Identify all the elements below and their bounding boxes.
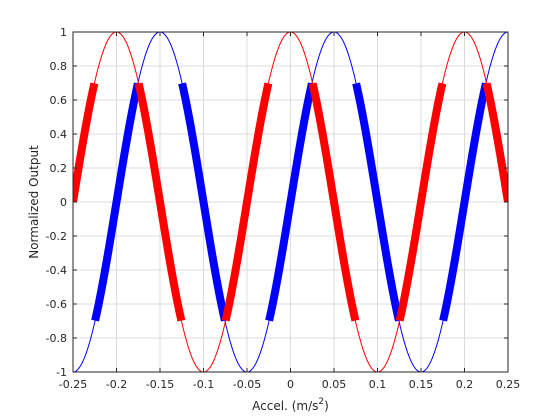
x-axis-label: Accel. (m/s2) <box>252 397 329 413</box>
y-axis-ticks: -1 -0.8 -0.6 -0.4 -0.2 0 0.2 0.4 0.6 0.8 1 <box>46 26 508 379</box>
series-line-thick <box>73 82 99 203</box>
series-line-thick <box>265 82 316 322</box>
x-tick-label: 0.25 <box>496 378 521 391</box>
x-tick-label: 0.2 <box>456 378 474 391</box>
series-line-thick <box>91 82 142 322</box>
x-tick-label: -0.1 <box>193 378 214 391</box>
y-tick-label: -0.2 <box>46 230 67 243</box>
y-tick-label: -1 <box>56 366 67 379</box>
x-tick-label: -0.15 <box>146 378 174 391</box>
x-tick-label: -0.25 <box>59 378 87 391</box>
x-tick-label: 0.05 <box>322 378 347 391</box>
x-tick-label: 0 <box>287 378 294 391</box>
series-line-thick <box>482 82 508 203</box>
y-tick-label: -0.4 <box>46 264 67 277</box>
series-line-thick <box>134 82 186 322</box>
y-tick-label: 0.8 <box>50 60 68 73</box>
x-tick-label: -0.05 <box>233 378 261 391</box>
series-line-thick <box>439 82 490 322</box>
y-tick-label: -0.6 <box>46 298 67 311</box>
y-tick-label: 1 <box>60 26 67 39</box>
x-tick-label: 0.15 <box>409 378 434 391</box>
y-axis-label: Normalized Output <box>27 145 41 259</box>
series-line-thick <box>221 82 273 322</box>
series-line-thick <box>395 82 447 322</box>
y-tick-label: 0 <box>60 196 67 209</box>
y-tick-label: 0.4 <box>50 128 68 141</box>
series-line-thick <box>178 82 229 322</box>
x-tick-label: -0.2 <box>106 378 127 391</box>
series-line-thick <box>308 82 360 322</box>
y-tick-label: 0.6 <box>50 94 68 107</box>
y-tick-label: -0.8 <box>46 332 67 345</box>
x-axis-ticks: -0.25 -0.2 -0.15 -0.1 -0.05 0 0.05 0.1 0.15 0.2 0.… <box>59 32 520 391</box>
series-line-thick <box>352 82 403 322</box>
y-tick-label: 0.2 <box>50 162 68 175</box>
x-tick-label: 0.1 <box>369 378 387 391</box>
series-group <box>73 32 508 372</box>
